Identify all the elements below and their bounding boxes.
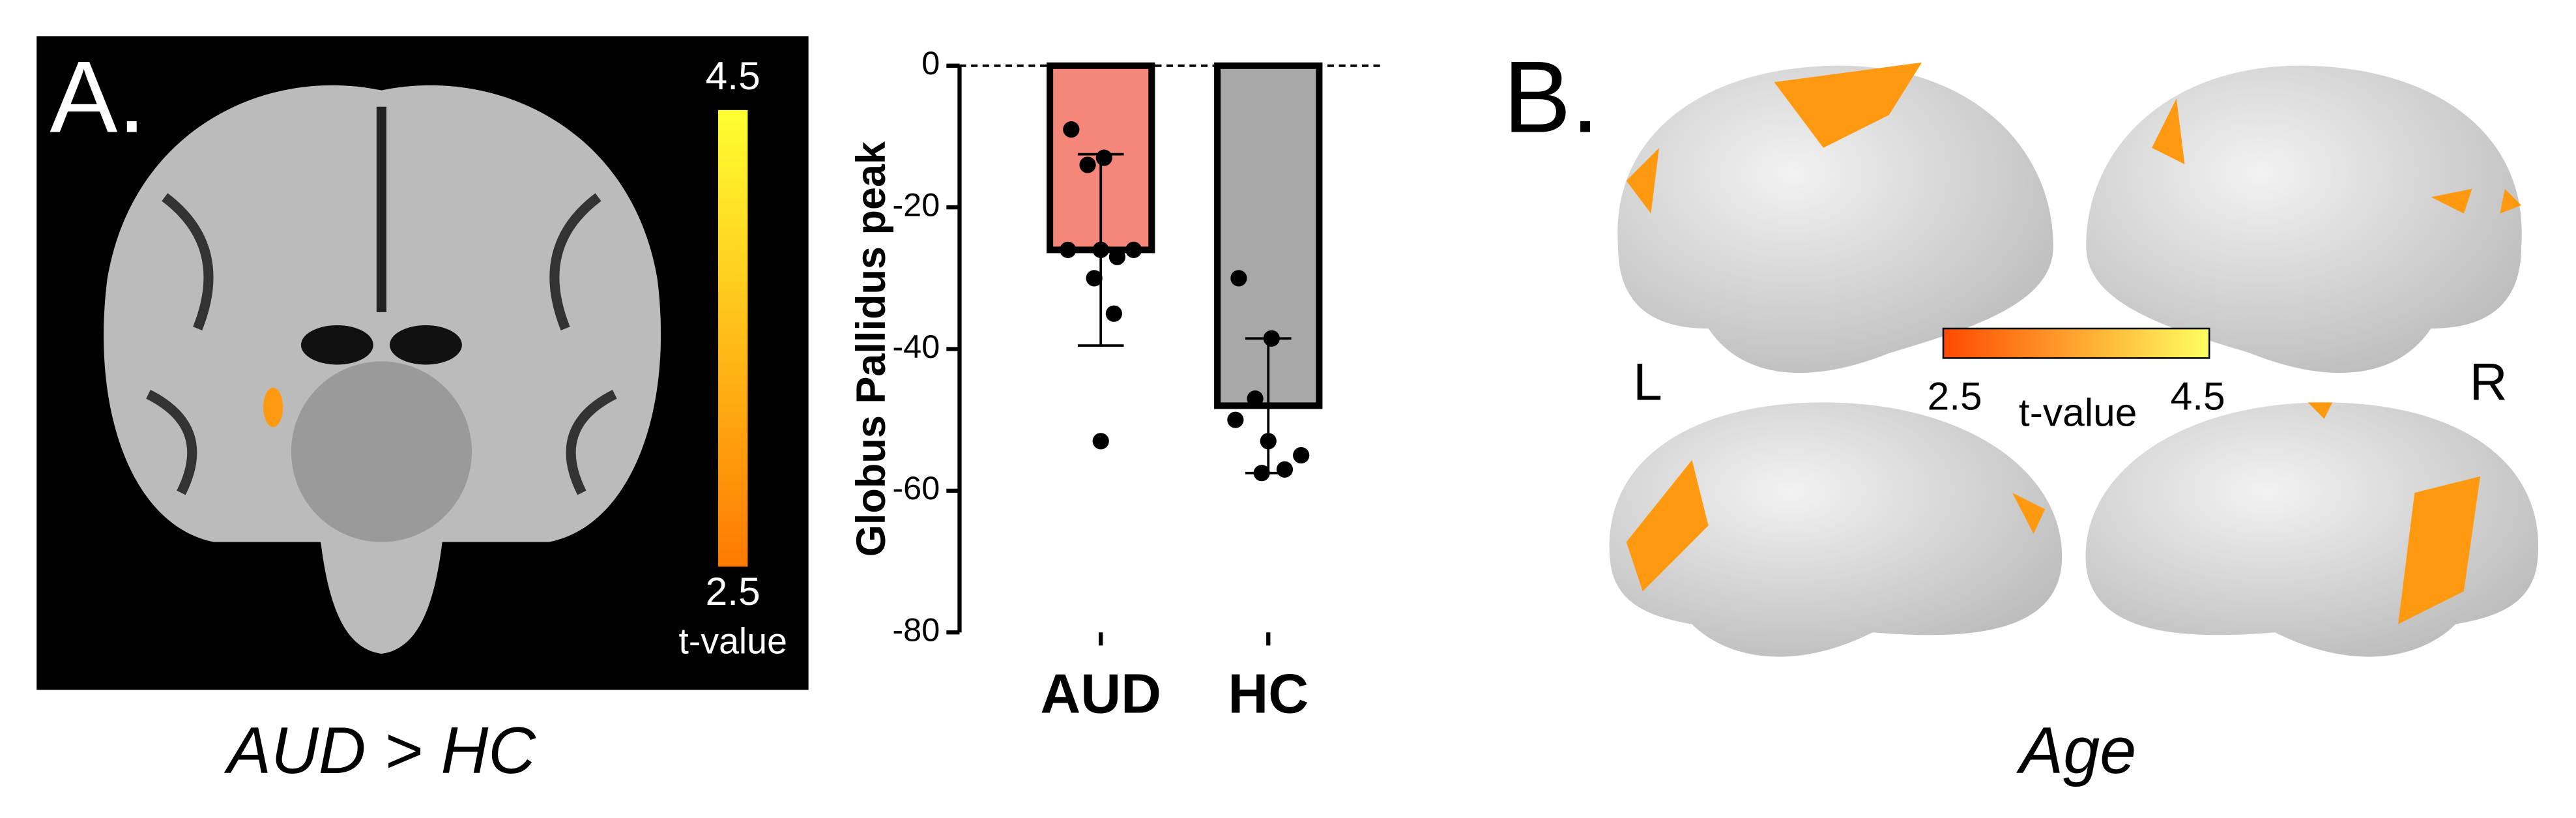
data-point: [1293, 446, 1310, 464]
colorbar-label: t-value: [2019, 390, 2137, 435]
data-point: [1092, 433, 1109, 450]
colorbar-min: 2.5: [1928, 373, 1982, 418]
coronal-slice: [104, 85, 661, 654]
y-tick-label: 0: [921, 44, 940, 81]
data-point: [1108, 248, 1126, 265]
hemisphere-label: R: [2470, 353, 2508, 412]
data-point: [1079, 156, 1096, 173]
y-tick-label: -20: [892, 186, 940, 223]
panel-label: B.: [1503, 41, 1600, 154]
data-point: [1260, 433, 1277, 450]
data-point: [1063, 121, 1080, 138]
data-point: [1227, 411, 1244, 428]
colorbar: [1942, 327, 2210, 359]
data-point: [1230, 270, 1247, 287]
caption: AUD > HC: [224, 714, 536, 787]
bar-chart: Globus Pallidus peak -80 -60 -40 -20 0 AUD HC: [848, 44, 1380, 725]
data-point: [1105, 305, 1122, 322]
colorbar: [718, 110, 748, 567]
caption: Age: [2016, 714, 2136, 787]
data-point: [1086, 270, 1103, 287]
colorbar-label: t-value: [679, 621, 787, 662]
data-point: [1253, 465, 1270, 482]
data-point: [1125, 241, 1142, 258]
y-tick-label: -40: [892, 328, 940, 365]
data-point: [1060, 241, 1077, 258]
y-tick-label: -80: [892, 611, 940, 649]
data-point: [1276, 461, 1294, 478]
colorbar-max: 4.5: [2171, 373, 2225, 418]
y-axis-label: Globus Pallidus peak: [848, 141, 894, 557]
y-tick-label: -60: [892, 469, 940, 506]
data-point: [1095, 149, 1112, 166]
hemisphere-label: L: [1633, 353, 1662, 412]
panel-label: A.: [50, 41, 146, 154]
colorbar-max: 4.5: [706, 53, 760, 98]
x-tick-label: HC: [1228, 663, 1309, 725]
brain-surfaces: [1609, 62, 2539, 657]
data-point: [1263, 330, 1280, 347]
data-point: [1247, 390, 1264, 407]
colorbar-min: 2.5: [706, 569, 760, 613]
x-tick-label: AUD: [1040, 663, 1161, 725]
data-point: [1092, 241, 1109, 258]
